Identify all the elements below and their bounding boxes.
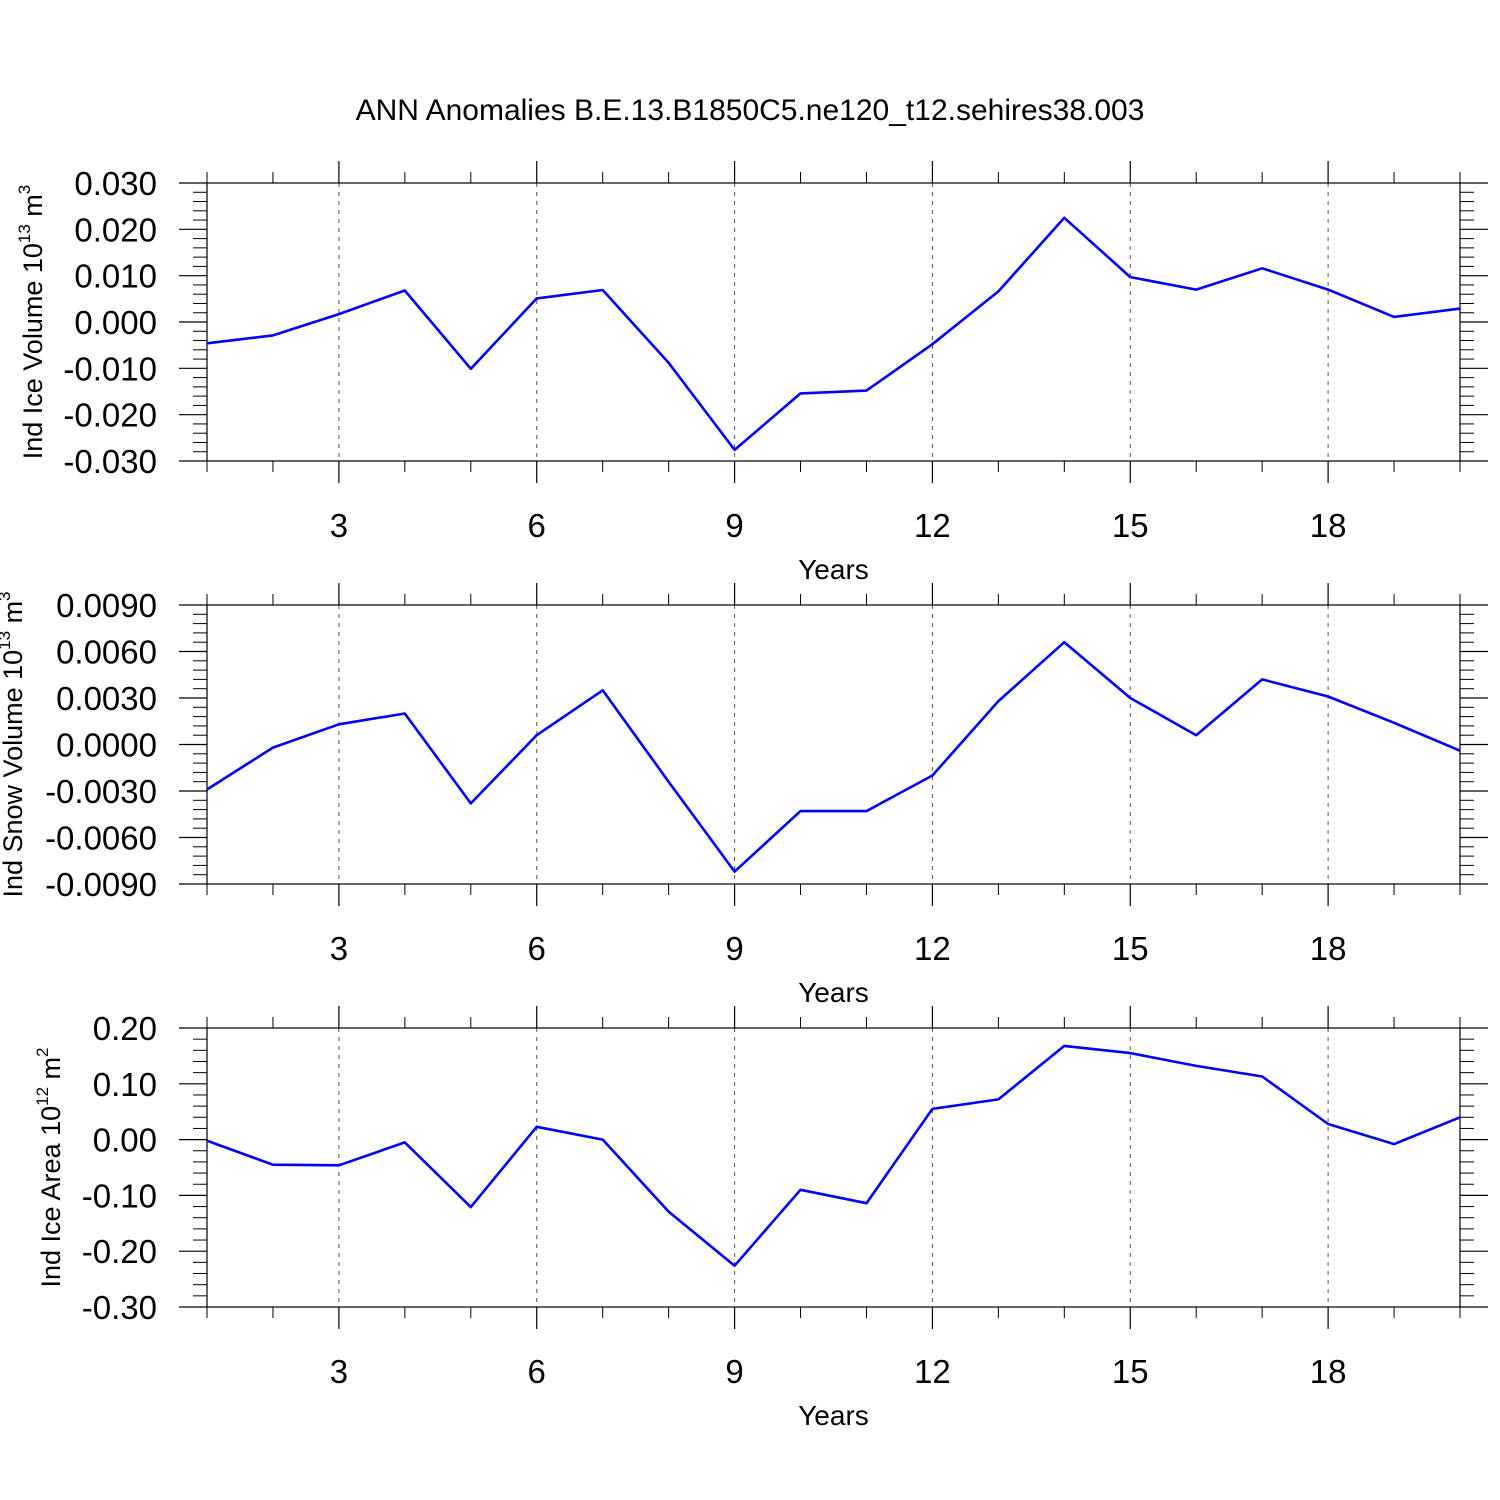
x-tick-label: 15: [1112, 1353, 1149, 1390]
chart-panel-1: 3 6 9 12 15 18 -0.030 -0.020 -0.010 0.000 0.010 0.0…: [15, 161, 1488, 585]
y-axis-label-unit: m: [36, 1057, 66, 1087]
y-axis-label-exponent: 13: [0, 631, 14, 650]
y-axis-label-text: Ind Ice Volume 10: [18, 243, 48, 459]
x-tick-label: 18: [1310, 1353, 1347, 1390]
y-axis-label-text: Ind Snow Volume 10: [0, 650, 28, 898]
y-axis-label-text: Ind Ice Area 10: [36, 1106, 66, 1288]
chart-panel-2: 3 6 9 12 15 18 -0.0090 -0.0060 -0.0030 0.0000 0.00…: [0, 583, 1488, 1008]
x-tick-label: 12: [914, 507, 951, 544]
figure-title: ANN Anomalies B.E.13.B1850C5.ne120_t12.s…: [356, 94, 1145, 127]
y-tick-label: 0.030: [74, 165, 157, 202]
y-tick-label: -0.20: [82, 1233, 157, 1270]
x-tick-label: 18: [1310, 930, 1347, 967]
x-axis-label: Years: [798, 1400, 869, 1431]
x-tick-label: 6: [528, 507, 546, 544]
y-axis-label-unit: m: [18, 194, 48, 224]
y-tick-label: -0.10: [82, 1177, 157, 1214]
x-tick-label: 3: [330, 930, 348, 967]
y-axis-label-unit: m: [0, 601, 28, 631]
y-tick-label: 0.0090: [56, 587, 157, 624]
x-tick-label: 12: [914, 1353, 951, 1390]
series-line: [206, 1044, 1461, 1267]
panels: 3 6 9 12 15 18 -0.030 -0.020 -0.010 0.000 0.010 0.0…: [0, 161, 1488, 1431]
y-tick-label: 0.20: [93, 1010, 157, 1047]
y-axis-label: Ind Ice Volume 1013 m3: [15, 185, 48, 460]
series-line: [206, 640, 1461, 873]
x-tick-label: 3: [330, 1353, 348, 1390]
x-tick-label: 6: [528, 930, 546, 967]
x-tick-label: 18: [1310, 507, 1347, 544]
x-tick-label: 12: [914, 930, 951, 967]
x-axis-label: Years: [798, 554, 869, 585]
y-axis-label: Ind Snow Volume 1013 m3: [0, 591, 28, 897]
y-tick-label: 0.0030: [56, 680, 157, 717]
y-tick-label: -0.020: [63, 397, 157, 434]
x-tick-label: 9: [725, 507, 743, 544]
y-tick-label: -0.0030: [45, 773, 157, 810]
y-tick-label: -0.010: [63, 350, 157, 387]
y-tick-label: 0.0000: [56, 727, 157, 764]
y-axis-label-unit-exponent: 3: [0, 591, 14, 600]
x-tick-label: 3: [330, 507, 348, 544]
y-axis-label: Ind Ice Area 1012 m2: [33, 1047, 66, 1287]
x-tick-label: 9: [725, 930, 743, 967]
y-tick-label: 0.00: [93, 1122, 157, 1159]
y-axis-label-unit-exponent: 3: [15, 185, 34, 194]
x-tick-label: 15: [1112, 507, 1149, 544]
x-tick-label: 15: [1112, 930, 1149, 967]
x-axis-label: Years: [798, 977, 869, 1008]
plot-frame: [206, 182, 1461, 462]
y-tick-label: -0.0090: [45, 866, 157, 903]
y-axis-label-exponent: 13: [15, 224, 34, 243]
y-tick-label: -0.30: [82, 1289, 157, 1326]
y-tick-label: -0.030: [63, 443, 157, 480]
chart-panel-3: 3 6 9 12 15 18 -0.30 -0.20 -0.10 0.00 0.10 0.20 Year…: [33, 1006, 1488, 1431]
y-tick-label: 0.020: [74, 211, 157, 248]
x-tick-label: 9: [725, 1353, 743, 1390]
y-axis-label-unit-exponent: 2: [33, 1047, 52, 1056]
series-line: [206, 216, 1461, 452]
x-tick-label: 6: [528, 1353, 546, 1390]
plot-frame: [206, 604, 1461, 885]
plot-frame: [206, 1027, 1461, 1308]
y-tick-label: 0.0060: [56, 634, 157, 671]
y-tick-label: 0.010: [74, 258, 157, 295]
y-tick-label: 0.000: [74, 304, 157, 341]
y-axis-label-exponent: 12: [33, 1087, 52, 1106]
y-tick-label: -0.0060: [45, 820, 157, 857]
y-tick-label: 0.10: [93, 1066, 157, 1103]
